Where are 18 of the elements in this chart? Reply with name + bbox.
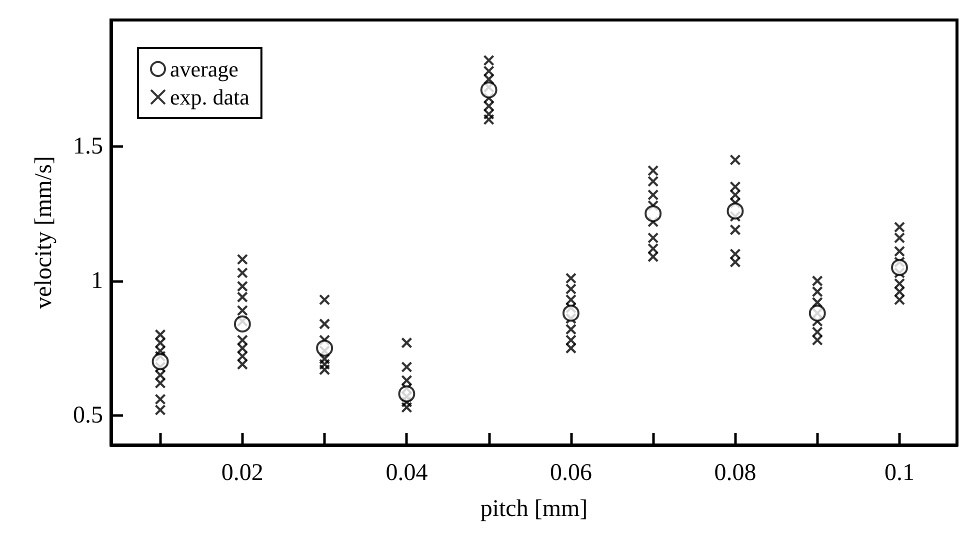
y-axis-title: velocity [mm/s] <box>31 156 57 309</box>
point <box>152 353 169 370</box>
x-tick-label: 0.08 <box>714 460 756 486</box>
x-tick-label: 0.02 <box>221 460 264 486</box>
y-tick-label: 1.5 <box>73 133 103 160</box>
x-tick-label: 0.06 <box>550 460 592 486</box>
x-tick-label: 0.1 <box>884 460 915 486</box>
legend-label: exp. data <box>170 84 250 110</box>
point <box>562 304 580 322</box>
point <box>891 258 908 276</box>
point <box>726 202 744 220</box>
point <box>808 304 826 322</box>
y-tick-label: 0.5 <box>73 402 103 428</box>
x-tick-label: 0.04 <box>386 460 428 486</box>
legend-label: average <box>170 56 238 82</box>
y-tick-label: 1 <box>91 268 103 294</box>
x-axis-title: pitch [mm] <box>480 496 588 522</box>
point <box>644 205 662 222</box>
